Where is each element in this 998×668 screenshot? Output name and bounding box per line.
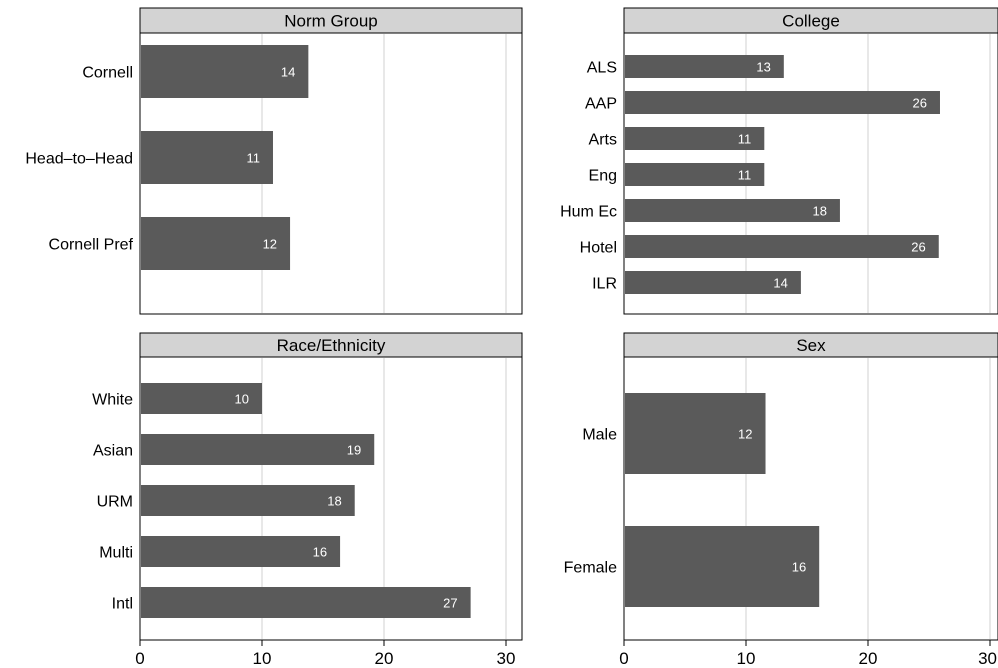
bar — [625, 393, 766, 474]
tick-label: 10 — [253, 649, 272, 668]
bar — [141, 434, 375, 465]
tick-label: 30 — [978, 649, 997, 668]
bar — [141, 131, 273, 184]
tick-label: 10 — [737, 649, 756, 668]
bar — [141, 485, 355, 516]
bar — [141, 536, 341, 567]
data-label: 19 — [347, 443, 361, 458]
panel-title: Norm Group — [284, 12, 378, 31]
bar — [625, 235, 939, 258]
category-label: Cornell Pref — [49, 237, 134, 254]
bar — [141, 217, 291, 270]
data-label: 18 — [327, 494, 341, 509]
panel-header — [623, 332, 998, 358]
bar — [141, 383, 262, 414]
panel-header — [139, 332, 523, 358]
category-label: Eng — [589, 168, 617, 185]
data-label: 18 — [812, 204, 826, 219]
data-label: 16 — [792, 560, 806, 575]
tick-label: 20 — [375, 649, 394, 668]
category-label: ILR — [592, 276, 617, 293]
data-label: 16 — [313, 545, 327, 560]
category-label: Hotel — [580, 240, 617, 257]
bar — [625, 199, 840, 222]
data-label: 27 — [443, 596, 457, 611]
bar — [625, 163, 765, 186]
data-label: 11 — [738, 132, 752, 147]
panel-title: Sex — [796, 336, 826, 355]
data-label: 11 — [738, 168, 752, 183]
panel-title: Race/Ethnicity — [277, 336, 386, 355]
tick-label: 20 — [859, 649, 878, 668]
data-label: 10 — [235, 392, 249, 407]
category-label: Asian — [93, 443, 133, 460]
bar — [625, 526, 820, 607]
tick-label: 30 — [497, 649, 516, 668]
data-label: 11 — [246, 151, 260, 166]
category-label: AAP — [585, 96, 617, 113]
category-label: Multi — [99, 545, 133, 562]
category-label: Intl — [112, 596, 133, 613]
category-label: ALS — [587, 60, 617, 77]
data-label: 14 — [281, 65, 295, 80]
bar — [625, 127, 765, 150]
category-label: URM — [97, 494, 133, 511]
category-label: Head–to–Head — [25, 151, 133, 168]
category-label: Hum Ec — [560, 204, 617, 221]
bar — [625, 91, 940, 114]
data-label: 26 — [913, 96, 927, 111]
category-label: Arts — [589, 132, 617, 149]
panel-header — [139, 7, 523, 34]
panel-title: College — [782, 12, 840, 31]
category-label: White — [92, 392, 133, 409]
panel-3: Sex Male 12 Female 16 0 10 20 30 — [564, 332, 998, 668]
bar — [625, 55, 784, 78]
bar — [141, 45, 309, 98]
category-label: Female — [564, 560, 617, 577]
panel-1: College ALS 13 AAP 26 Arts 11 Eng 11 Hum Ec 18 Hote… — [560, 7, 998, 315]
bar — [625, 271, 801, 294]
data-label: 13 — [756, 60, 770, 75]
data-label: 14 — [773, 276, 787, 291]
bar — [141, 587, 471, 618]
panel-header — [623, 7, 998, 34]
data-label: 12 — [738, 427, 752, 442]
panel-2: Race/Ethnicity White 10 Asian 19 URM 18 Multi 16… — [92, 332, 523, 668]
category-label: Cornell — [82, 65, 133, 82]
panel-0: Norm Group Cornell 14 Head–to–Head 11 Cornell… — [25, 7, 523, 315]
tick-label: 0 — [135, 649, 144, 668]
data-label: 26 — [911, 240, 925, 255]
tick-label: 0 — [619, 649, 628, 668]
data-label: 12 — [263, 237, 277, 252]
category-label: Male — [582, 427, 617, 444]
